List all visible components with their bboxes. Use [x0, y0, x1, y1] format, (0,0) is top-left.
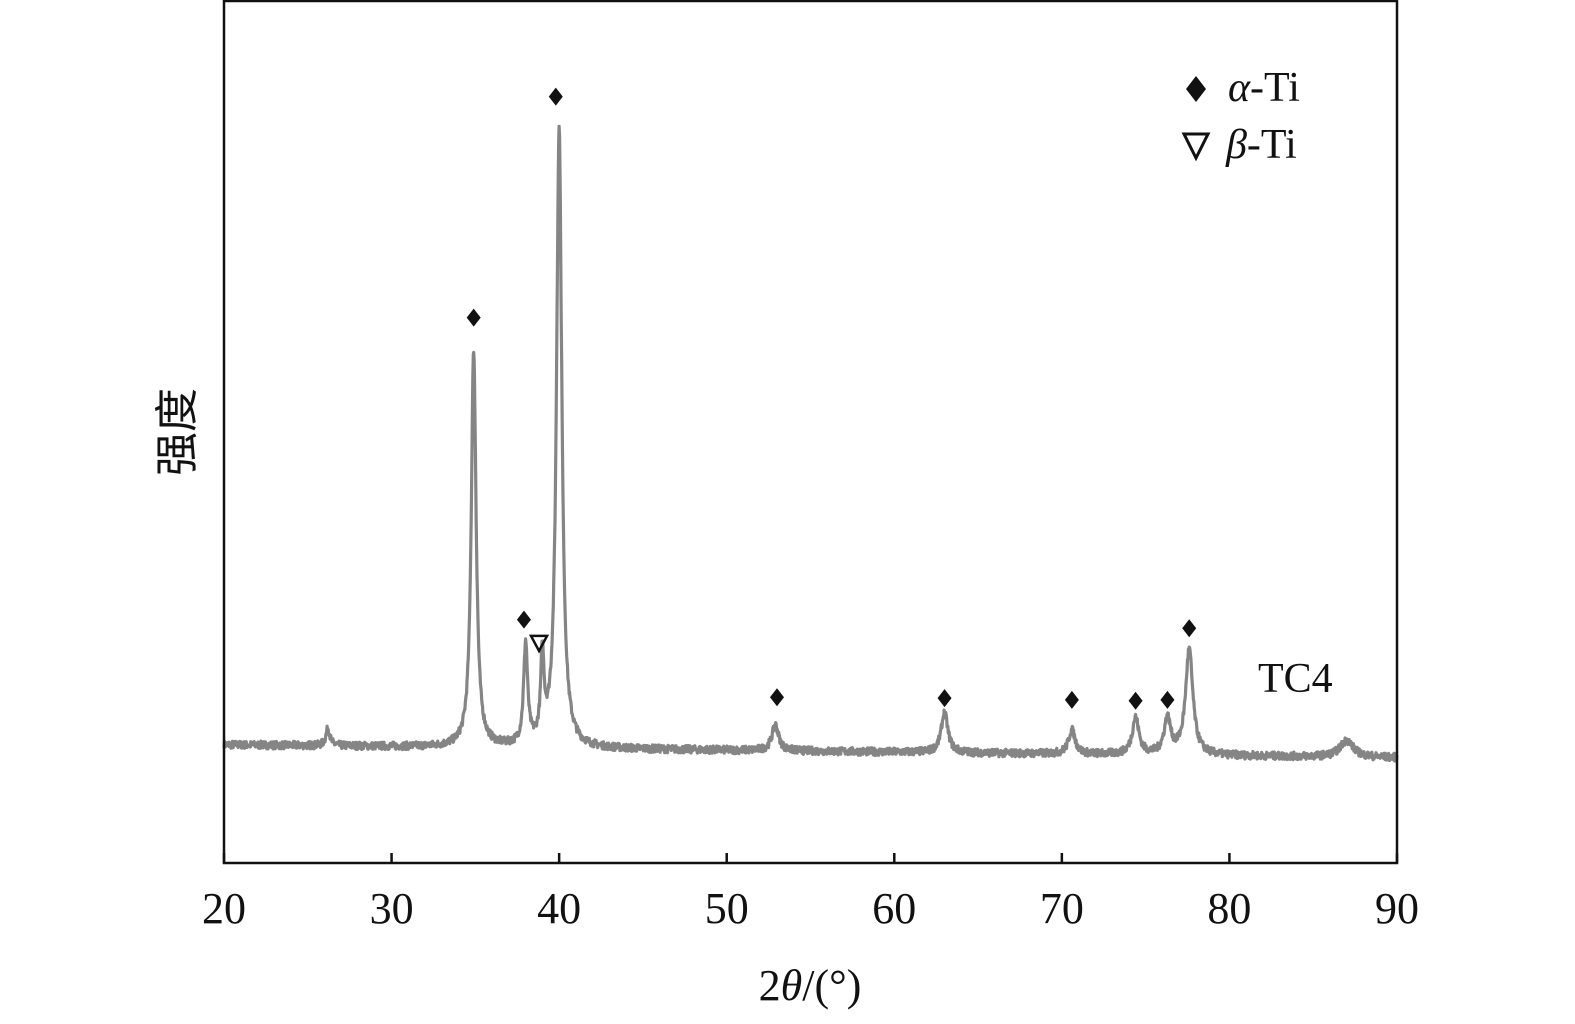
alpha-ti-peak-marker	[1064, 690, 1079, 709]
x-tick-label: 50	[705, 884, 749, 933]
alpha-ti-peak-marker	[1160, 690, 1175, 709]
legend-beta-ti: β-Ti	[1225, 122, 1297, 168]
x-axis: 20 30 40 50 60 70 80 90	[202, 853, 1419, 933]
alpha-ti-peak-marker	[937, 689, 952, 708]
x-tick-label: 40	[537, 884, 581, 933]
alpha-ti-peak-marker	[466, 308, 481, 327]
alpha-ti-peak-marker	[1128, 691, 1143, 710]
plot-area	[222, 0, 1399, 865]
alpha-ti-peak-marker	[548, 87, 563, 106]
x-tick-label: 30	[370, 884, 414, 933]
legend-triangle-icon	[1181, 132, 1211, 162]
legend-alpha-ti: α-Ti	[1228, 65, 1300, 111]
x-tick-label: 90	[1375, 884, 1419, 933]
alpha-ti-peak-marker	[516, 610, 531, 629]
legend-diamond-icon	[1186, 76, 1206, 102]
xrd-curve	[222, 124, 1399, 763]
legend: α-Ti β-Ti	[1181, 65, 1300, 168]
y-axis-label: 强度	[153, 388, 202, 476]
alpha-ti-peak-marker	[769, 688, 784, 707]
x-tick-label: 20	[202, 884, 246, 933]
x-axis-label: 2θ/(°)	[759, 961, 862, 1010]
x-tick-label: 70	[1040, 884, 1084, 933]
x-tick-label: 60	[872, 884, 916, 933]
alpha-ti-peak-marker	[1182, 619, 1197, 638]
x-tick-label: 80	[1207, 884, 1251, 933]
plot-frame	[222, 0, 1399, 865]
sample-label: TC4	[1258, 656, 1333, 702]
beta-ti-peak-marker	[528, 634, 550, 654]
